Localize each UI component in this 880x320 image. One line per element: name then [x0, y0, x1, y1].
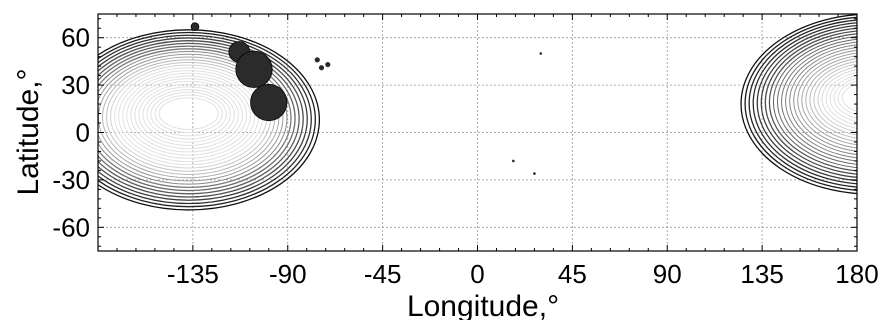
- contour-line: [134, 80, 243, 150]
- y-tick-label: 30: [61, 70, 90, 100]
- contour-line: [805, 58, 857, 142]
- contour-line: [764, 30, 857, 175]
- contour-line: [122, 72, 256, 159]
- x-tick-label: 0: [470, 259, 484, 289]
- data-point: [325, 61, 331, 68]
- data-point: [533, 172, 536, 175]
- contour-line: [126, 75, 252, 156]
- contour-line: [740, 14, 857, 195]
- contour-line: [801, 55, 857, 146]
- contour-line: [813, 63, 857, 136]
- contour-line: [817, 66, 857, 133]
- contour-line: [821, 69, 857, 129]
- contour-line: [158, 97, 219, 130]
- x-axis-title: Longitude,°: [407, 290, 559, 320]
- data-point: [190, 22, 200, 31]
- contour-line: [789, 47, 857, 156]
- contour-line: [793, 49, 857, 152]
- contour-line: [150, 91, 227, 137]
- y-tick-label: 0: [76, 118, 90, 148]
- x-tick-label: -45: [364, 259, 402, 289]
- contour-line: [837, 80, 857, 116]
- contour-line: [785, 44, 857, 159]
- contour-line: [825, 72, 857, 126]
- x-tick-label: 180: [835, 259, 878, 289]
- y-tick-label: 60: [61, 23, 90, 53]
- data-points: [190, 22, 543, 175]
- contour-line: [841, 83, 857, 112]
- contour-line: [748, 19, 857, 188]
- contour-line: [809, 60, 857, 139]
- contour-line: [98, 34, 312, 205]
- contour-line: [98, 48, 292, 188]
- contour-line: [146, 89, 231, 140]
- y-tick-labels: 60 30 0 -30 -60: [52, 23, 90, 243]
- contour-line: [130, 78, 248, 153]
- contour-line: [744, 16, 857, 191]
- contour-line: [752, 22, 857, 185]
- minor-ticks: [98, 14, 857, 251]
- data-point: [235, 50, 273, 88]
- contour-line: [98, 51, 288, 185]
- contour-line: [138, 83, 239, 146]
- x-tick-label: -90: [269, 259, 307, 289]
- contour-line: [768, 33, 857, 172]
- contour-line: [154, 94, 223, 134]
- contour-line: [797, 52, 857, 149]
- data-point: [250, 83, 288, 122]
- contour-line: [98, 40, 304, 198]
- contour-line: [829, 74, 857, 123]
- x-tick-label: 135: [740, 259, 783, 289]
- contour-line: [777, 38, 857, 165]
- y-tick-label: -30: [52, 165, 90, 195]
- y-axis-title: Latitude,°: [12, 68, 45, 195]
- x-tick-label: -135: [167, 259, 219, 289]
- data-point: [318, 65, 325, 71]
- contour-line: [781, 41, 857, 162]
- data-point: [512, 159, 515, 163]
- contour-line: [98, 53, 284, 182]
- contour-line: [98, 42, 300, 195]
- data-point: [314, 57, 320, 63]
- gridlines: [98, 14, 857, 251]
- contour-line: [772, 36, 857, 169]
- contour-line: [98, 45, 296, 192]
- x-tick-labels: -135 -90 -45 0 45 90 135 180: [167, 259, 879, 289]
- y-tick-label: -60: [52, 212, 90, 242]
- contour-line: [98, 37, 308, 201]
- contour-line: [760, 27, 857, 178]
- contour-line: [833, 77, 857, 119]
- contour-line: [98, 29, 320, 211]
- x-tick-label: 90: [653, 259, 682, 289]
- contour-line: [142, 86, 235, 143]
- contour-line: [756, 24, 857, 182]
- contour-line: [98, 31, 316, 208]
- data-point: [539, 52, 543, 55]
- x-tick-label: 45: [558, 259, 587, 289]
